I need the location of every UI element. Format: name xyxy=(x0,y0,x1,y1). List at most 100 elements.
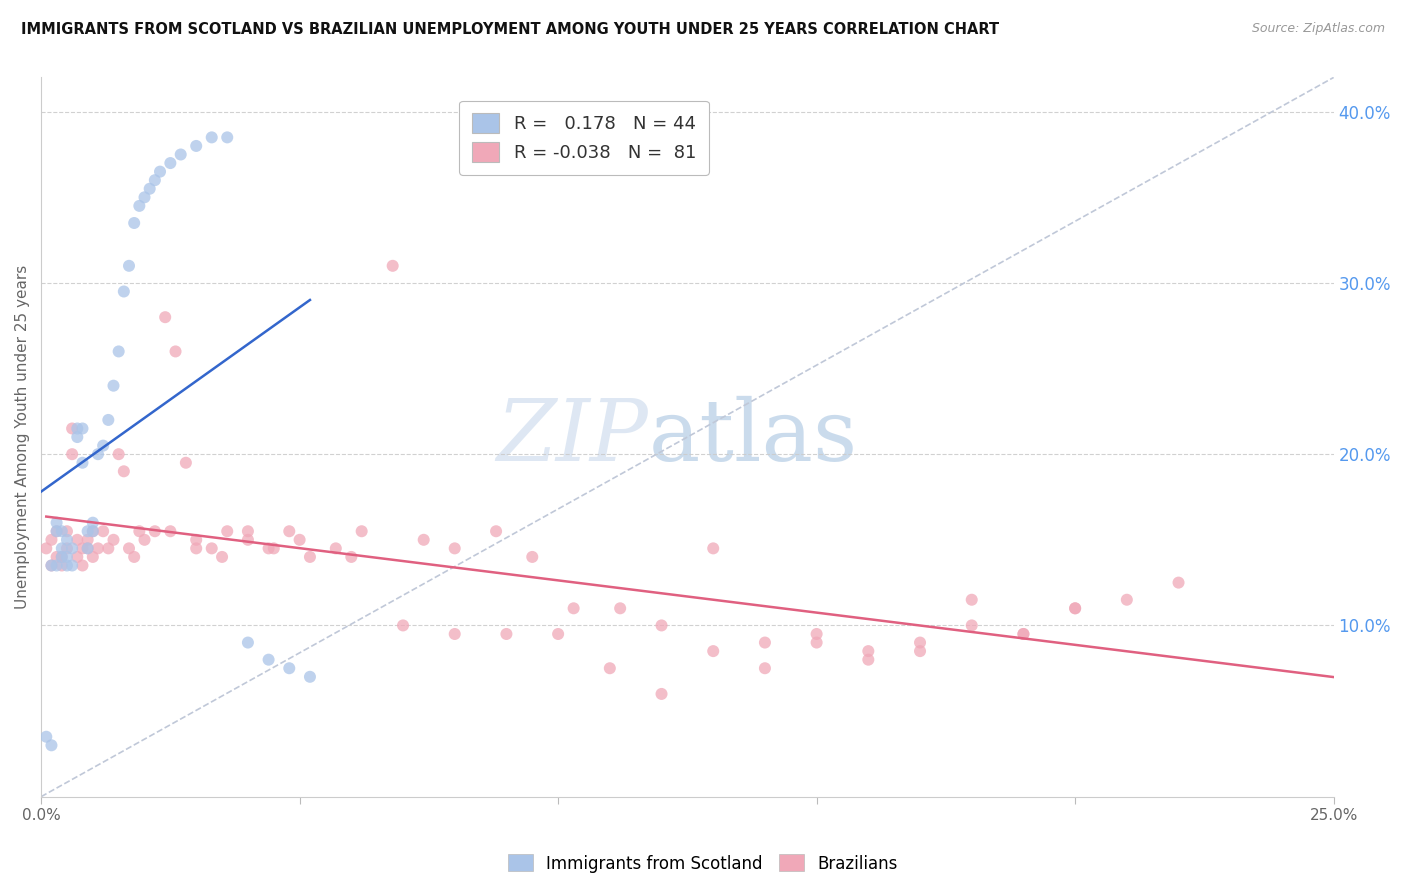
Point xyxy=(45,558,67,573)
Point xyxy=(257,653,280,667)
Point xyxy=(186,541,208,556)
Point xyxy=(56,541,79,556)
Point xyxy=(97,413,120,427)
Point xyxy=(51,558,73,573)
Point xyxy=(107,447,129,461)
Point xyxy=(522,549,544,564)
Point xyxy=(112,285,135,299)
Text: ZIP: ZIP xyxy=(496,396,648,478)
Point xyxy=(122,549,145,564)
Point xyxy=(134,533,156,547)
Point xyxy=(236,635,259,649)
Point xyxy=(41,558,63,573)
Point xyxy=(72,421,94,435)
Point xyxy=(443,541,465,556)
Point xyxy=(236,524,259,539)
Point xyxy=(45,524,67,539)
Point xyxy=(217,130,239,145)
Point xyxy=(76,541,98,556)
Point xyxy=(381,259,404,273)
Point xyxy=(325,541,347,556)
Point xyxy=(66,549,89,564)
Point xyxy=(288,533,311,547)
Point xyxy=(159,524,181,539)
Point xyxy=(609,601,631,615)
Point xyxy=(350,524,373,539)
Point xyxy=(392,618,415,632)
Text: atlas: atlas xyxy=(648,395,858,479)
Point xyxy=(170,147,193,161)
Point xyxy=(806,627,828,641)
Point xyxy=(1115,592,1137,607)
Point xyxy=(143,524,166,539)
Point xyxy=(118,541,141,556)
Point xyxy=(41,739,63,753)
Point xyxy=(754,635,776,649)
Point xyxy=(340,549,363,564)
Point xyxy=(35,730,58,744)
Point xyxy=(51,541,73,556)
Point xyxy=(754,661,776,675)
Text: IMMIGRANTS FROM SCOTLAND VS BRAZILIAN UNEMPLOYMENT AMONG YOUTH UNDER 25 YEARS CO: IMMIGRANTS FROM SCOTLAND VS BRAZILIAN UN… xyxy=(21,22,1000,37)
Point xyxy=(298,549,321,564)
Point xyxy=(153,310,176,325)
Point xyxy=(128,199,150,213)
Point xyxy=(806,635,828,649)
Point xyxy=(60,541,83,556)
Point xyxy=(76,524,98,539)
Point xyxy=(201,130,224,145)
Point xyxy=(51,549,73,564)
Point xyxy=(298,670,321,684)
Point xyxy=(443,627,465,641)
Point xyxy=(702,541,724,556)
Point xyxy=(66,533,89,547)
Point xyxy=(56,549,79,564)
Point xyxy=(138,182,160,196)
Point xyxy=(211,549,233,564)
Point xyxy=(134,190,156,204)
Point xyxy=(412,533,434,547)
Point xyxy=(128,524,150,539)
Point xyxy=(122,216,145,230)
Point xyxy=(107,344,129,359)
Point xyxy=(1012,627,1035,641)
Point xyxy=(858,653,880,667)
Point xyxy=(82,549,104,564)
Point xyxy=(186,533,208,547)
Point xyxy=(562,601,585,615)
Point xyxy=(41,533,63,547)
Point xyxy=(599,661,621,675)
Point xyxy=(263,541,285,556)
Point xyxy=(56,524,79,539)
Point xyxy=(149,164,172,178)
Point xyxy=(87,541,110,556)
Text: Source: ZipAtlas.com: Source: ZipAtlas.com xyxy=(1251,22,1385,36)
Point xyxy=(66,421,89,435)
Point xyxy=(960,618,983,632)
Point xyxy=(278,524,301,539)
Point xyxy=(41,558,63,573)
Point xyxy=(82,524,104,539)
Point xyxy=(45,549,67,564)
Point xyxy=(908,635,931,649)
Point xyxy=(97,541,120,556)
Point xyxy=(103,378,125,392)
Point xyxy=(87,447,110,461)
Point xyxy=(82,524,104,539)
Point xyxy=(651,687,673,701)
Point xyxy=(56,533,79,547)
Point xyxy=(103,533,125,547)
Point xyxy=(72,558,94,573)
Point xyxy=(76,533,98,547)
Legend: R =   0.178   N = 44, R = -0.038   N =  81: R = 0.178 N = 44, R = -0.038 N = 81 xyxy=(460,101,709,175)
Point xyxy=(76,541,98,556)
Point xyxy=(651,618,673,632)
Point xyxy=(159,156,181,170)
Point xyxy=(257,541,280,556)
Point xyxy=(60,558,83,573)
Point xyxy=(165,344,187,359)
Point xyxy=(91,524,114,539)
Point xyxy=(60,447,83,461)
Point xyxy=(236,533,259,547)
Point xyxy=(217,524,239,539)
